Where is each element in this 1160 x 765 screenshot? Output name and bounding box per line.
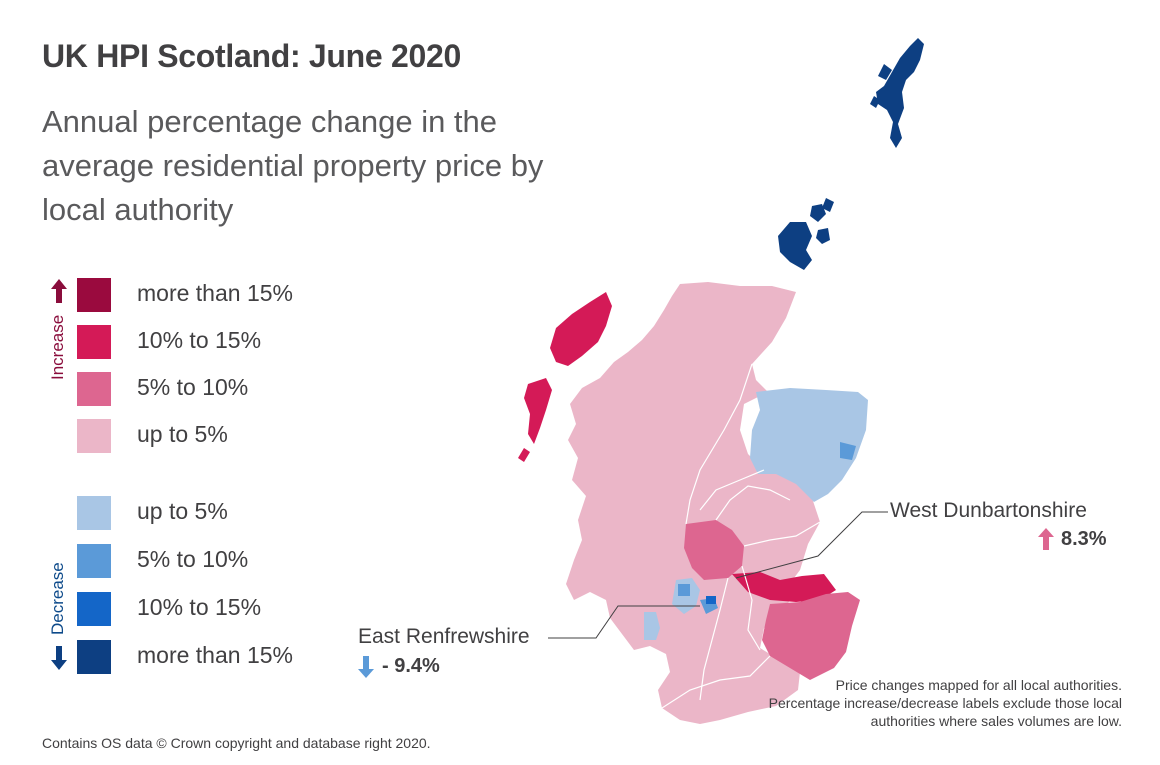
legend-item-label: more than 15%	[137, 280, 293, 306]
source-credit: Contains OS data © Crown copyright and d…	[42, 735, 431, 751]
increase-arrow-icon	[1038, 528, 1054, 550]
east-increase-10-to-15	[732, 572, 836, 602]
increase-arrow-icon	[51, 279, 67, 303]
legend-item-label: up to 5%	[137, 498, 228, 524]
east-renfrewshire-label: East Renfrewshire	[358, 625, 530, 648]
outer-hebrides	[518, 292, 612, 462]
legend-swatch	[77, 592, 111, 626]
west-dunbartonshire-label: West Dunbartonshire	[890, 499, 1087, 522]
callout-leader-lines	[548, 511, 888, 639]
orkney-islands	[778, 198, 834, 270]
central-increase-5-to-10	[684, 520, 744, 580]
aberdeen-decrease-5-to-10	[840, 442, 856, 460]
decrease-arrow-icon	[51, 646, 67, 670]
borders-increase-5-to-10	[762, 592, 860, 680]
legend-item-label: more than 15%	[137, 642, 293, 668]
northeast-decrease-up-to-5	[750, 388, 868, 502]
glasgow-decrease-10-to-15	[706, 596, 716, 604]
map-subtitle: Annual percentage change in the average …	[42, 104, 544, 227]
methodology-note: Price changes mapped for all local autho…	[768, 677, 1122, 729]
shetland-islands	[870, 38, 924, 148]
legend-item-label: 5% to 10%	[137, 374, 249, 400]
renfrewshire-decrease-5-to-10	[678, 584, 690, 596]
legend-swatch	[77, 325, 111, 359]
legend-swatch	[77, 278, 111, 312]
legend-swatch	[77, 372, 111, 406]
council-boundaries	[661, 363, 821, 709]
legend-item-label: 10% to 15%	[137, 594, 262, 620]
legend-swatch	[77, 419, 111, 453]
arran-decrease-up-to-5	[644, 612, 660, 640]
legend-swatch	[77, 544, 111, 578]
decrease-arrow-icon	[358, 656, 374, 678]
legend-item-label: 5% to 10%	[137, 546, 249, 572]
east-renfrewshire-value: - 9.4%	[382, 655, 440, 677]
legend: Increase more than 15% 10% to 15% 5% to …	[42, 275, 382, 695]
legend-swatch	[77, 496, 111, 530]
legend-swatch	[77, 640, 111, 674]
legend-item-label: up to 5%	[137, 421, 228, 447]
map-title: UK HPI Scotland: June 2020	[42, 38, 461, 74]
west-dunbartonshire-value: 8.3%	[1061, 528, 1107, 550]
legend-item-label: 10% to 15%	[137, 327, 262, 353]
